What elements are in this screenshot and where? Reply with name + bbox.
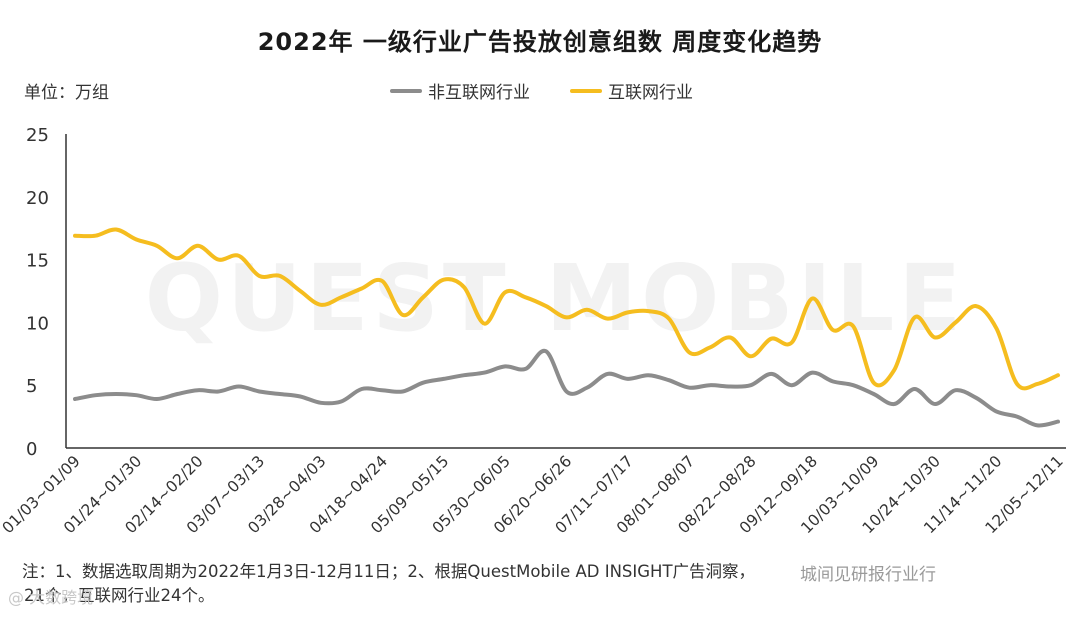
legend-item-non-internet: 非互联网行业 [390,78,530,103]
y-tick-label: 0 [26,439,37,460]
y-tick-label: 5 [26,376,37,397]
bottom-right-watermark: 城间见研报行业行 [800,565,936,585]
y-tick-label: 25 [26,125,49,146]
y-tick-label: 10 [26,313,49,334]
legend-label-non-internet: 非互联网行业 [428,83,530,103]
y-tick-label: 15 [26,251,49,272]
y-tick-label: 20 [26,188,49,209]
chart-title: 2022年 一级行业广告投放创意组数 周度变化趋势 [257,28,823,56]
unit-label: 单位：万组 [24,83,109,103]
background-watermark: QUEST MOBILE [145,245,965,352]
legend-swatch-non-internet [390,88,422,93]
bottom-left-watermark: @ 大数跨境 [8,588,94,607]
legend-item-internet: 互联网行业 [570,78,693,103]
legend-swatch-internet [570,88,602,93]
legend: 非互联网行业 互联网行业 [390,78,733,103]
footnote-line-2: 21个，互联网行业24个。 [24,586,215,605]
legend-label-internet: 互联网行业 [608,83,693,103]
series-line-internet [73,227,1060,391]
series-line-non-internet [73,348,1060,428]
footnote-line-1: 注：1、数据选取周期为2022年1月3日-12月11日；2、根据QuestMob… [22,562,756,581]
footnote: 注：1、数据选取周期为2022年1月3日-12月11日；2、根据QuestMob… [22,560,1062,608]
